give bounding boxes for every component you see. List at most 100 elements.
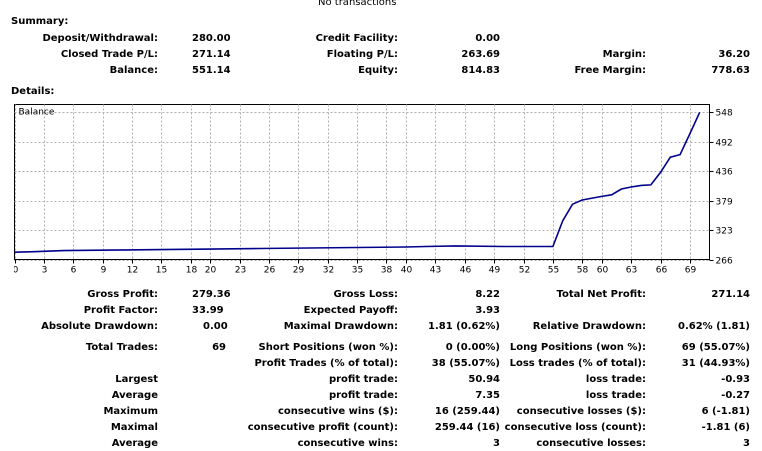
equity-value: 814.83	[461, 65, 500, 76]
deposit-withdrawal-label: Deposit/Withdrawal:	[42, 33, 158, 44]
equity-label: Equity:	[358, 65, 398, 76]
y-tick-label: 548	[716, 109, 733, 119]
maximal-cons-profit-value: 259.44 (16)	[434, 422, 500, 433]
avg-cons-losses-value: 3	[743, 438, 750, 449]
x-tick-label: 55	[548, 266, 559, 276]
largest-loss-label: loss trade:	[585, 374, 646, 385]
x-tick-label: 3	[42, 266, 48, 276]
balance-chart: 266 323 379 436 492 548 0 3 6 9 12 15 18 20 23 26 29 32 35…	[13, 104, 756, 282]
x-tick-label: 60	[597, 266, 609, 276]
total-trades-value: 69	[212, 342, 226, 353]
loss-trades-label: Loss trades (% of total):	[509, 358, 646, 369]
gross-profit-label: Gross Profit:	[87, 289, 158, 300]
total-net-profit-label: Total Net Profit:	[556, 289, 646, 300]
y-tick-label: 323	[716, 227, 733, 237]
avg-cons-wins-label: consecutive wins:	[297, 438, 398, 449]
x-tick-label: 12	[127, 266, 138, 276]
y-tick-label: 379	[716, 198, 733, 208]
expected-payoff-value: 3.93	[475, 305, 500, 316]
no-transactions-note: No transactions	[318, 0, 397, 8]
closed-trade-pl-value: 271.14	[192, 49, 231, 60]
credit-facility-value: 0.00	[475, 33, 500, 44]
maximum-label: Maximum	[103, 406, 158, 417]
y-tick-label: 266	[716, 257, 733, 267]
maximal-cons-profit-label: consecutive profit (count):	[247, 422, 398, 433]
x-tick-label: 38	[381, 266, 393, 276]
x-tick-label: 43	[430, 266, 441, 276]
floating-pl-value: 263.69	[461, 49, 500, 60]
free-margin-value: 778.63	[711, 65, 750, 76]
x-tick-label: 6	[71, 266, 77, 276]
summary-title: Summary:	[11, 16, 69, 27]
expected-payoff-label: Expected Payoff:	[303, 305, 398, 316]
maximal-label: Maximal	[110, 422, 158, 433]
largest-label: Largest	[115, 374, 158, 385]
max-cons-losses-label: consecutive losses ($):	[516, 406, 646, 417]
chart-title: Balance	[19, 108, 55, 118]
credit-facility-label: Credit Facility:	[315, 33, 398, 44]
loss-trades-value: 31 (44.93%)	[681, 358, 750, 369]
largest-loss-value: -0.93	[721, 374, 750, 385]
margin-label: Margin:	[602, 49, 646, 60]
plot-frame	[14, 104, 710, 260]
x-tick-label: 26	[264, 266, 276, 276]
relative-drawdown-label: Relative Drawdown:	[532, 321, 646, 332]
x-tick-label: 23	[235, 266, 246, 276]
short-positions-value: 0 (0.00%)	[445, 342, 500, 353]
x-tick-label: 58	[577, 266, 589, 276]
y-tick-label: 492	[716, 139, 733, 149]
avg-cons-losses-label: consecutive losses:	[536, 438, 646, 449]
total-net-profit-value: 271.14	[711, 289, 750, 300]
average-label: Average	[111, 390, 158, 401]
x-tick-label: 29	[293, 266, 305, 276]
margin-value: 36.20	[718, 49, 750, 60]
maximal-cons-loss-label: consecutive loss (count):	[504, 422, 646, 433]
maximal-drawdown-value: 1.81 (0.62%)	[428, 321, 500, 332]
details-title: Details:	[11, 86, 55, 97]
profit-trades-value: 38 (55.07%)	[431, 358, 500, 369]
avg-cons-wins-value: 3	[493, 438, 500, 449]
total-trades-label: Total Trades:	[85, 342, 158, 353]
x-tick-label: 35	[352, 266, 363, 276]
average-consecutive-label: Average	[111, 438, 158, 449]
closed-trade-pl-label: Closed Trade P/L:	[60, 49, 158, 60]
free-margin-label: Free Margin:	[574, 65, 646, 76]
x-tick-label: 9	[101, 266, 107, 276]
relative-drawdown-value: 0.62% (1.81)	[678, 321, 750, 332]
short-positions-label: Short Positions (won %):	[258, 342, 398, 353]
x-tick-label: 15	[156, 266, 167, 276]
floating-pl-label: Floating P/L:	[326, 49, 398, 60]
x-tick-label: 18	[186, 266, 198, 276]
max-cons-losses-value: 6 (-1.81)	[701, 406, 750, 417]
average-profit-label: profit trade:	[328, 390, 398, 401]
x-tick-label: 69	[685, 266, 697, 276]
gross-profit-value: 279.36	[192, 289, 231, 300]
largest-profit-value: 50.94	[468, 374, 500, 385]
max-cons-wins-value: 16 (259.44)	[434, 406, 500, 417]
long-positions-label: Long Positions (won %):	[509, 342, 646, 353]
maximal-cons-loss-value: -1.81 (6)	[701, 422, 750, 433]
x-tick-label: 49	[489, 266, 501, 276]
profit-trades-label: Profit Trades (% of total):	[254, 358, 398, 369]
balance-label: Balance:	[109, 65, 158, 76]
long-positions-value: 69 (55.07%)	[681, 342, 750, 353]
deposit-withdrawal-value: 280.00	[192, 33, 231, 44]
absolute-drawdown-value: 0.00	[203, 321, 228, 332]
average-loss-value: -0.27	[721, 390, 750, 401]
max-cons-wins-label: consecutive wins ($):	[277, 406, 398, 417]
x-tick-label: 32	[323, 266, 334, 276]
largest-profit-label: profit trade:	[328, 374, 398, 385]
gross-loss-value: 8.22	[475, 289, 500, 300]
absolute-drawdown-label: Absolute Drawdown:	[41, 321, 158, 332]
x-tick-label: 46	[460, 266, 472, 276]
maximal-drawdown-label: Maximal Drawdown:	[283, 321, 398, 332]
profit-factor-value: 33.99	[192, 305, 224, 316]
x-tick-label: 66	[656, 266, 668, 276]
x-tick-label: 0	[14, 266, 19, 276]
x-tick-label: 52	[519, 266, 530, 276]
x-tick-label: 63	[626, 266, 637, 276]
gross-loss-label: Gross Loss:	[333, 289, 398, 300]
x-tick-label: 20	[205, 266, 217, 276]
x-tick-label: 40	[401, 266, 413, 276]
